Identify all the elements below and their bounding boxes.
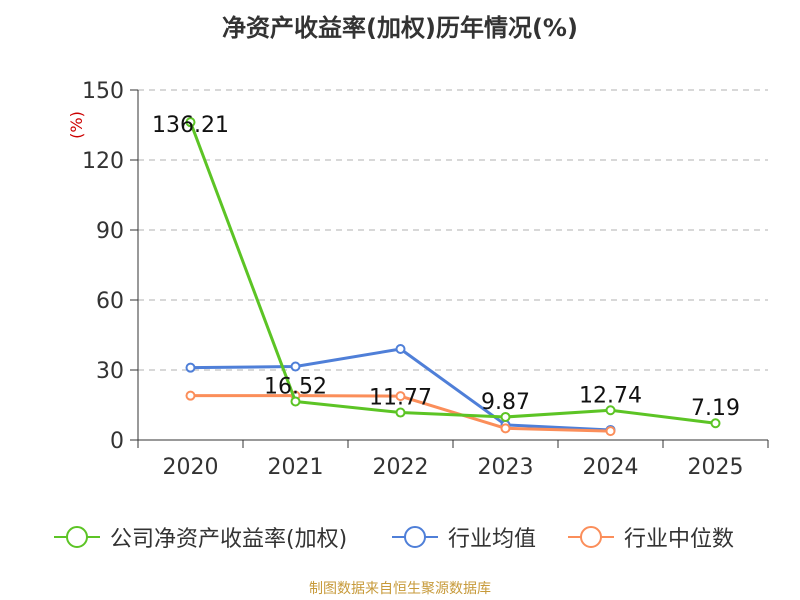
data-label: 11.77	[369, 386, 432, 411]
data-point	[395, 344, 406, 354]
y-tick-label: 120	[82, 149, 124, 174]
data-label: 16.52	[264, 374, 327, 399]
data-point	[395, 391, 406, 402]
x-tick-label: 2021	[268, 455, 324, 480]
legend-swatch-company-icon	[54, 526, 100, 548]
legend-label-company: 公司净资产收益率(加权)	[110, 527, 348, 552]
x-tick-label: 2025	[688, 455, 744, 480]
x-tick-label: 2024	[583, 455, 639, 480]
x-tick-label: 2023	[478, 455, 534, 480]
data-point	[710, 418, 721, 429]
data-point	[290, 396, 301, 407]
data-point	[290, 361, 301, 372]
data-label: 9.87	[481, 390, 530, 415]
data-point	[185, 390, 196, 401]
data-labels: 136.21 16.52 11.77 9.87 12.74 7.19	[152, 113, 740, 421]
y-axis-label: (%)	[67, 111, 86, 139]
legend-swatch-industry-median-icon	[568, 526, 614, 548]
chart-title: 净资产收益率(加权)历年情况(%)	[222, 14, 578, 42]
data-point	[605, 426, 616, 437]
data-point	[500, 423, 511, 434]
x-tick-label: 2022	[373, 455, 429, 480]
legend-item-industry-mean[interactable]: 行业均值	[390, 520, 536, 554]
y-tick-label: 150	[82, 79, 124, 104]
legend-item-company[interactable]: 公司净资产收益率(加权)	[52, 520, 347, 554]
data-point	[500, 411, 511, 422]
data-label: 7.19	[691, 396, 740, 421]
series-line-0	[189, 121, 716, 425]
y-tick-label: 0	[110, 429, 124, 454]
legend-label-industry-median: 行业中位数	[624, 527, 735, 552]
x-tick-label: 2020	[163, 455, 219, 480]
data-point	[605, 405, 616, 416]
data-point	[185, 362, 196, 373]
y-tick-label: 60	[96, 289, 124, 314]
data-point	[185, 117, 196, 128]
y-tick-label: 30	[96, 359, 124, 384]
source-note: 制图数据来自恒生聚源数据库	[309, 581, 491, 597]
y-tick-label: 90	[96, 219, 124, 244]
data-point	[395, 407, 406, 418]
legend-swatch-industry-mean-icon	[392, 526, 438, 548]
axes: 0 30 60 90 120 150 (%) 2020 2021 2022 2023 2024 2025	[67, 79, 769, 480]
legend-label-industry-mean: 行业均值	[448, 527, 537, 552]
data-label: 12.74	[579, 383, 642, 408]
data-label: 136.21	[152, 113, 229, 138]
series-lines	[185, 117, 721, 437]
legend-item-industry-median[interactable]: 行业中位数	[566, 520, 734, 554]
grid-lines	[138, 89, 768, 371]
legend: 公司净资产收益率(加权) 行业均值 行业中位数	[0, 520, 800, 554]
